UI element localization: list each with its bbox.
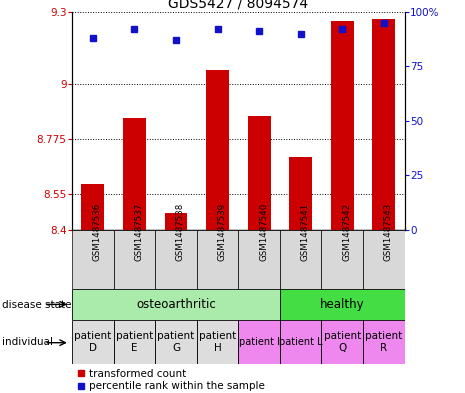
Bar <box>197 320 239 364</box>
Text: GSM1487538: GSM1487538 <box>176 202 185 261</box>
Bar <box>72 289 280 320</box>
Text: patient
R: patient R <box>365 331 402 353</box>
Text: patient
G: patient G <box>157 331 194 353</box>
Text: osteoarthritic: osteoarthritic <box>136 298 216 311</box>
Text: GSM1487542: GSM1487542 <box>342 202 351 261</box>
Bar <box>155 230 197 289</box>
Bar <box>81 184 104 230</box>
Text: patient
Q: patient Q <box>324 331 361 353</box>
Bar <box>123 118 146 230</box>
Bar <box>363 230 405 289</box>
Bar <box>248 116 271 230</box>
Bar <box>372 19 395 230</box>
Bar <box>165 213 187 230</box>
Bar <box>280 320 321 364</box>
Text: GSM1487537: GSM1487537 <box>134 202 143 261</box>
Text: patient
H: patient H <box>199 331 236 353</box>
Text: patient
E: patient E <box>116 331 153 353</box>
Text: patient I: patient I <box>239 337 279 347</box>
Bar <box>72 320 113 364</box>
Text: GSM1487541: GSM1487541 <box>301 202 310 261</box>
Bar <box>239 230 280 289</box>
Text: GSM1487540: GSM1487540 <box>259 202 268 261</box>
Bar <box>206 70 229 230</box>
Bar <box>280 289 405 320</box>
Text: GSM1487536: GSM1487536 <box>93 202 102 261</box>
Bar <box>280 230 321 289</box>
Text: patient L: patient L <box>279 337 322 347</box>
Bar <box>155 320 197 364</box>
Bar <box>72 230 113 289</box>
Bar <box>289 157 312 230</box>
Bar <box>363 320 405 364</box>
Bar <box>321 230 363 289</box>
Bar <box>197 230 239 289</box>
Text: individual: individual <box>2 337 53 347</box>
Bar <box>239 320 280 364</box>
Bar <box>113 230 155 289</box>
Bar <box>331 22 354 230</box>
Text: healthy: healthy <box>320 298 365 311</box>
Bar <box>321 320 363 364</box>
Text: GSM1487543: GSM1487543 <box>384 202 393 261</box>
Legend: transformed count, percentile rank within the sample: transformed count, percentile rank withi… <box>77 369 265 391</box>
Text: patient
D: patient D <box>74 331 112 353</box>
Text: GSM1487539: GSM1487539 <box>218 203 226 261</box>
Title: GDS5427 / 8094574: GDS5427 / 8094574 <box>168 0 308 11</box>
Bar <box>113 320 155 364</box>
Text: disease state: disease state <box>2 299 72 310</box>
